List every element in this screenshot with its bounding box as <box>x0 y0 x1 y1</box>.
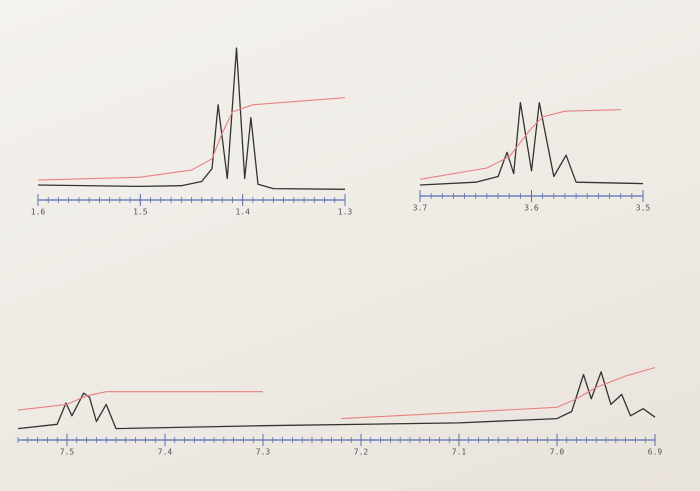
x-tick-label: 1.3 <box>338 208 353 217</box>
x-tick-label: 7.2 <box>354 448 369 457</box>
x-tick-label: 3.6 <box>524 204 539 213</box>
x-tick-label: 1.4 <box>235 208 250 217</box>
x-tick-label: 7.1 <box>452 448 467 457</box>
x-tick-label: 7.4 <box>158 448 173 457</box>
x-tick-label: 7.3 <box>256 448 271 457</box>
x-tick-label: 1.6 <box>31 208 46 217</box>
spectrum-line <box>419 101 644 186</box>
spectrum-line <box>37 47 346 190</box>
integral-line <box>37 97 346 181</box>
integral-line <box>17 366 656 420</box>
x-tick-label: 1.5 <box>133 208 148 217</box>
x-tick-label: 3.5 <box>636 204 651 213</box>
x-tick-label: 7.5 <box>60 448 75 457</box>
integral-line <box>419 109 621 180</box>
x-tick-label: 7.0 <box>550 448 565 457</box>
spectrum-line <box>17 371 656 430</box>
x-tick-label: 3.7 <box>413 204 428 213</box>
x-tick-label: 6.9 <box>648 448 663 457</box>
